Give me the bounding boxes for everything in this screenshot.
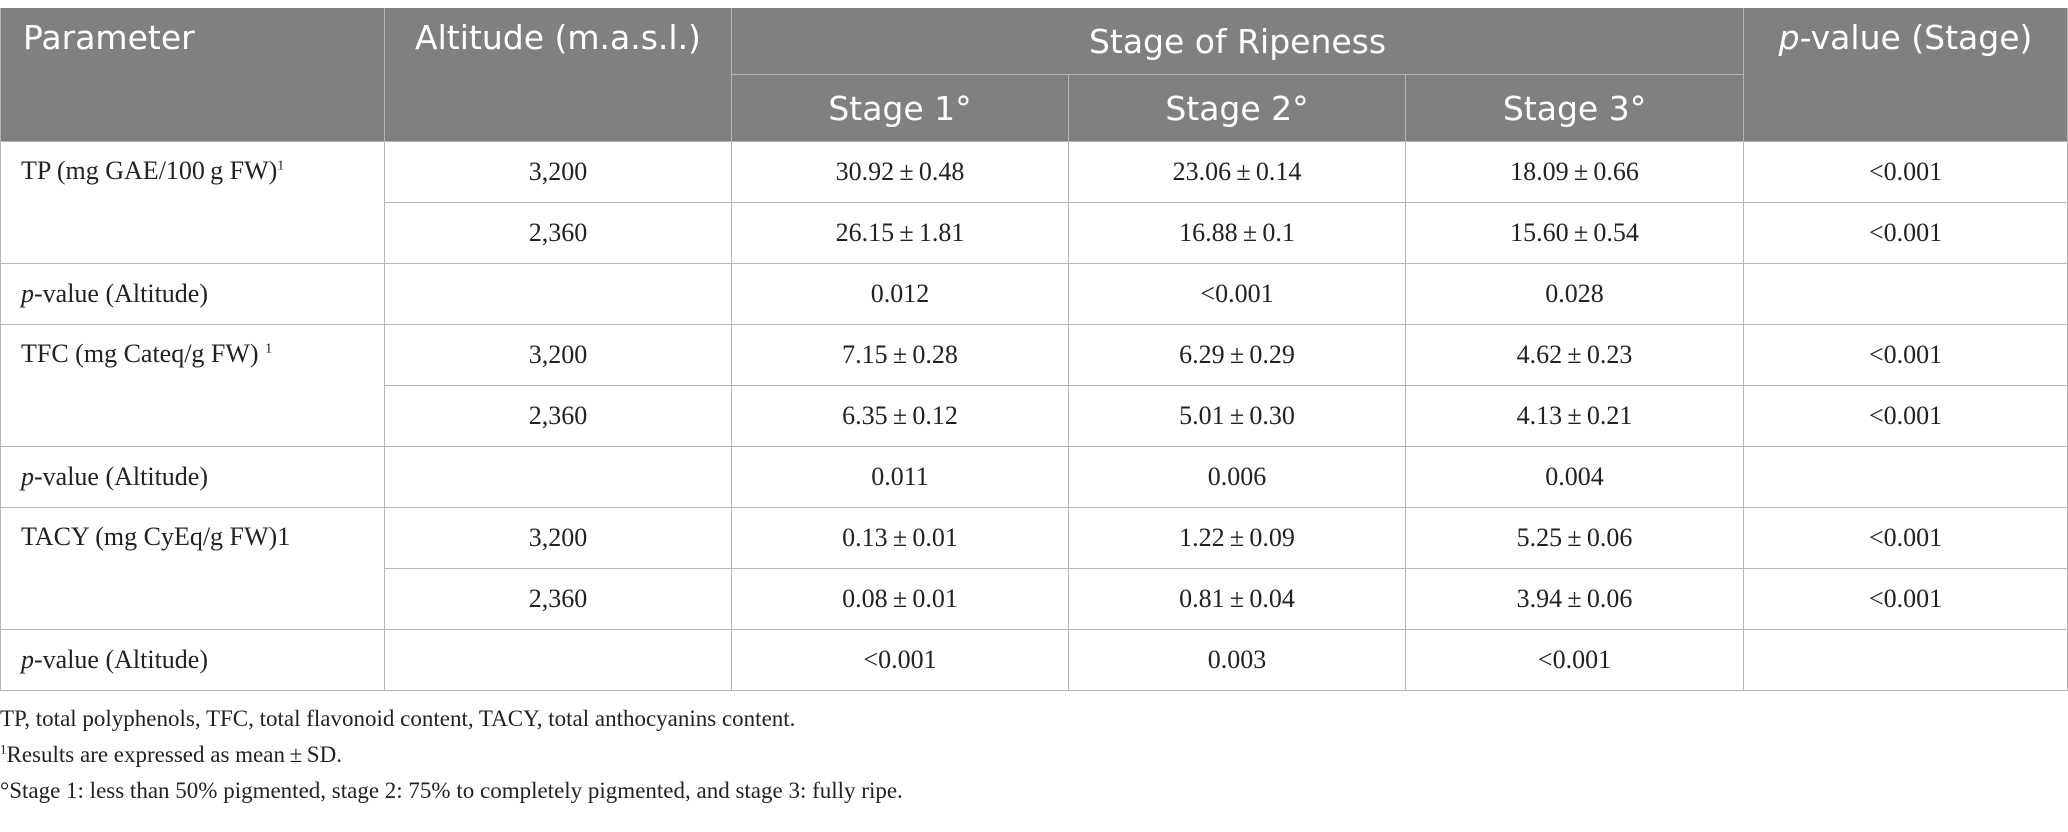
parameter-label: TP (mg GAE/100 g FW) bbox=[21, 156, 278, 185]
pvalue-stage-cell: <0.001 bbox=[1743, 568, 2068, 630]
value-cell-s1: 26.15 ± 1.81 bbox=[731, 202, 1069, 264]
pvalue-altitude-label: p-value (Altitude) bbox=[0, 629, 385, 691]
pvalue-altitude-s3: <0.001 bbox=[1404, 629, 1745, 691]
altitude-cell: 2,360 bbox=[384, 202, 732, 264]
table-row: TACY (mg CyEq/g FW)1 3,200 0.13 ± 0.01 1.22… bbox=[0, 507, 2068, 630]
table-row: 2,360 6.35 ± 0.12 5.01 ± 0.30 4.13 ± 0.21 <0… bbox=[1, 385, 2068, 447]
pvalue-altitude-text: -value (Altitude) bbox=[34, 462, 208, 491]
parameter-footnote-mark: 1 bbox=[265, 341, 273, 357]
value-cell-s1: 7.15 ± 0.28 bbox=[731, 324, 1069, 386]
value-cell-s2: 1.22 ± 0.09 bbox=[1068, 507, 1406, 569]
italic-p: p bbox=[21, 645, 34, 674]
empty-cell bbox=[1743, 446, 2068, 508]
parameter-footnote-mark: 1 bbox=[277, 158, 285, 174]
header-stage-2: Stage 2° bbox=[1068, 74, 1406, 142]
empty-cell bbox=[384, 629, 732, 691]
pvalue-altitude-row: p-value (Altitude) 0.011 0.006 0.004 bbox=[0, 446, 2068, 508]
pvalue-altitude-s1: <0.001 bbox=[731, 629, 1069, 691]
footnote-mean-sd: 1Results are expressed as mean ± SD. bbox=[0, 737, 2068, 773]
table-row: TP (mg GAE/100 g FW)1 3,200 30.92 ± 0.48 23… bbox=[0, 141, 2068, 264]
parameter-label: TACY (mg CyEq/g FW)1 bbox=[21, 522, 291, 551]
value-cell-s3: 3.94 ± 0.06 bbox=[1404, 568, 1745, 630]
parameter-cell: TFC (mg Cateq/g FW) 1 bbox=[0, 324, 385, 447]
value-cell-s3: 15.60 ± 0.54 bbox=[1404, 202, 1745, 264]
table-row: TFC (mg Cateq/g FW) 1 3,200 7.15 ± 0.28 6.2… bbox=[0, 324, 2068, 447]
pvalue-altitude-s3: 0.004 bbox=[1404, 446, 1745, 508]
pvalue-altitude-s3: 0.028 bbox=[1404, 263, 1745, 325]
header-pvalue-stage: p-value (Stage) bbox=[1743, 8, 2068, 142]
altitude-cell: 3,200 bbox=[384, 324, 732, 386]
pvalue-altitude-s2: 0.006 bbox=[1068, 446, 1406, 508]
header-stage-1: Stage 1° bbox=[731, 74, 1069, 142]
value-cell-s2: 6.29 ± 0.29 bbox=[1068, 324, 1406, 386]
empty-cell bbox=[1743, 263, 2068, 325]
value-cell-s3: 5.25 ± 0.06 bbox=[1404, 507, 1745, 569]
value-cell-s1: 6.35 ± 0.12 bbox=[731, 385, 1069, 447]
parameter-label: TFC (mg Cateq/g FW) bbox=[21, 339, 266, 368]
value-cell-s3: 4.13 ± 0.21 bbox=[1404, 385, 1745, 447]
pvalue-altitude-s2: <0.001 bbox=[1068, 263, 1406, 325]
empty-cell bbox=[384, 263, 732, 325]
pvalue-stage-cell: <0.001 bbox=[1743, 141, 2068, 203]
pvalue-altitude-text: -value (Altitude) bbox=[34, 279, 208, 308]
value-cell-s1: 0.08 ± 0.01 bbox=[731, 568, 1069, 630]
value-cell-s2: 16.88 ± 0.1 bbox=[1068, 202, 1406, 264]
pvalue-stage-cell: <0.001 bbox=[1743, 324, 2068, 386]
footnote-sup: 1 bbox=[0, 741, 7, 757]
empty-cell bbox=[384, 446, 732, 508]
pvalue-altitude-label: p-value (Altitude) bbox=[0, 446, 385, 508]
table-body: TP (mg GAE/100 g FW)1 3,200 30.92 ± 0.48 23… bbox=[0, 141, 2068, 691]
altitude-cell: 2,360 bbox=[384, 385, 732, 447]
pvalue-altitude-s1: 0.012 bbox=[731, 263, 1069, 325]
table-header: Parameter Altitude (m.a.s.l.) Stage of R… bbox=[0, 8, 2068, 142]
header-pvalue-stage-text: -value (Stage) bbox=[1799, 18, 2033, 57]
pvalue-altitude-text: -value (Altitude) bbox=[34, 645, 208, 674]
parameter-cell: TACY (mg CyEq/g FW)1 bbox=[0, 507, 385, 630]
italic-p: p bbox=[1778, 18, 1800, 57]
header-stage-group: Stage of Ripeness bbox=[730, 8, 1745, 75]
altitude-cell: 3,200 bbox=[384, 141, 732, 203]
pvalue-altitude-row: p-value (Altitude) <0.001 0.003 <0.001 bbox=[0, 629, 2068, 691]
footnotes: TP, total polyphenols, TFC, total flavon… bbox=[0, 701, 2068, 809]
value-cell-s2: 23.06 ± 0.14 bbox=[1068, 141, 1406, 203]
empty-cell bbox=[1743, 629, 2068, 691]
results-table: Parameter Altitude (m.a.s.l.) Stage of R… bbox=[0, 8, 2068, 691]
parameter-cell: TP (mg GAE/100 g FW)1 bbox=[0, 141, 385, 264]
pvalue-altitude-label: p-value (Altitude) bbox=[0, 263, 385, 325]
header-parameter: Parameter bbox=[0, 8, 385, 142]
altitude-cell: 3,200 bbox=[384, 507, 732, 569]
pvalue-stage-cell: <0.001 bbox=[1743, 385, 2068, 447]
header-stage-3: Stage 3° bbox=[1404, 74, 1745, 142]
header-altitude: Altitude (m.a.s.l.) bbox=[384, 8, 732, 142]
italic-p: p bbox=[21, 462, 34, 491]
pvalue-stage-cell: <0.001 bbox=[1743, 202, 2068, 264]
footnote-stages: °Stage 1: less than 50% pigmented, stage… bbox=[0, 778, 903, 803]
footnote-mean-sd-text: Results are expressed as mean ± SD. bbox=[6, 742, 342, 767]
pvalue-altitude-s2: 0.003 bbox=[1068, 629, 1406, 691]
value-cell-s3: 18.09 ± 0.66 bbox=[1404, 141, 1745, 203]
footnote-abbreviations: TP, total polyphenols, TFC, total flavon… bbox=[0, 706, 796, 731]
altitude-cell: 2,360 bbox=[384, 568, 732, 630]
value-cell-s2: 0.81 ± 0.04 bbox=[1068, 568, 1406, 630]
pvalue-altitude-row: p-value (Altitude) 0.012 <0.001 0.028 bbox=[0, 263, 2068, 325]
value-cell-s1: 0.13 ± 0.01 bbox=[731, 507, 1069, 569]
italic-p: p bbox=[21, 279, 34, 308]
table-row: 2,360 0.08 ± 0.01 0.81 ± 0.04 3.94 ± 0.06 <0… bbox=[1, 568, 2068, 630]
value-cell-s1: 30.92 ± 0.48 bbox=[731, 141, 1069, 203]
value-cell-s2: 5.01 ± 0.30 bbox=[1068, 385, 1406, 447]
pvalue-stage-cell: <0.001 bbox=[1743, 507, 2068, 569]
table-container: Parameter Altitude (m.a.s.l.) Stage of R… bbox=[0, 8, 2068, 809]
value-cell-s3: 4.62 ± 0.23 bbox=[1404, 324, 1745, 386]
pvalue-altitude-s1: 0.011 bbox=[731, 446, 1069, 508]
